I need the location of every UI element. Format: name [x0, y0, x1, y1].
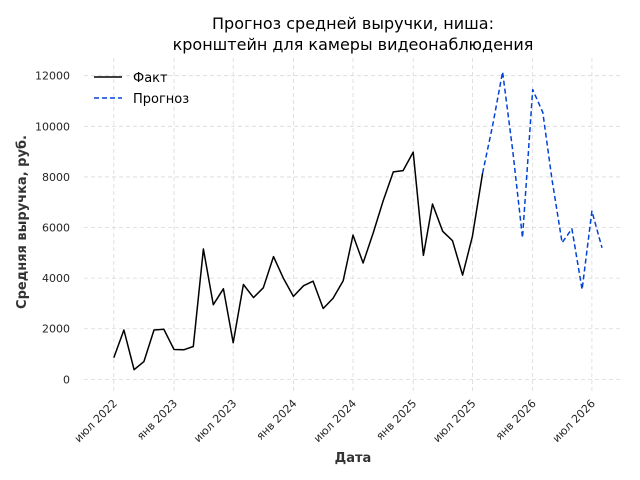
x-tick-label: янв 2025 — [374, 397, 420, 443]
legend-label: Прогноз — [133, 92, 189, 107]
y-tick-label: 4000 — [42, 272, 70, 285]
y-axis-ticks: 0 2000 4000 6000 8000 10000 12000 — [35, 70, 70, 387]
series-lines — [113, 71, 603, 371]
chart-title-line-1: Прогноз средней выручки, ниша: — [212, 14, 494, 33]
y-tick-label: 6000 — [42, 222, 70, 235]
x-tick-label: июл 2026 — [550, 397, 598, 445]
y-tick-label: 12000 — [35, 70, 70, 83]
y-tick-label: 10000 — [35, 120, 70, 133]
y-tick-label: 0 — [63, 373, 70, 386]
legend-label: Факт — [133, 71, 168, 86]
y-tick-label: 8000 — [42, 171, 70, 184]
x-tick-label: янв 2026 — [493, 397, 539, 443]
legend: Факт Прогноз — [94, 71, 189, 107]
y-axis-label: Средняя выручка, руб. — [15, 135, 30, 309]
x-tick-label: июл 2025 — [431, 397, 479, 445]
x-tick-label: июл 2023 — [191, 397, 239, 445]
series-line-1 — [113, 151, 484, 371]
series-line-2 — [481, 71, 603, 291]
x-axis-ticks: июл 2022 янв 2023 июл 2023 янв 2024 июл 2024… — [72, 397, 598, 445]
x-tick-label: янв 2024 — [254, 397, 300, 443]
x-axis-label: Дата — [335, 451, 372, 466]
chart-title-line-2: кронштейн для камеры видеонаблюдения — [173, 35, 534, 54]
grid — [84, 58, 622, 392]
x-tick-label: янв 2023 — [134, 397, 180, 443]
y-tick-label: 2000 — [42, 323, 70, 336]
x-tick-label: июл 2024 — [311, 397, 359, 445]
x-tick-label: июл 2022 — [72, 397, 120, 445]
